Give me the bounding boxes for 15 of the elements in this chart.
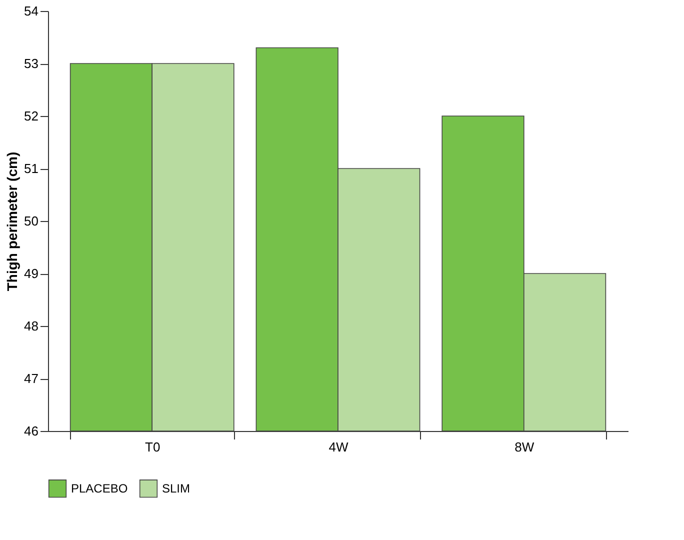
y-axis-title: Thigh perimeter (cm) [4, 152, 20, 292]
x-tick-label: 4W [328, 440, 349, 454]
y-tick-label: 47 [24, 371, 38, 386]
legend-label: SLIM [162, 482, 190, 496]
y-tick-label: 51 [24, 161, 38, 176]
y-tick-label: 54 [24, 4, 38, 18]
y-tick-label: 46 [24, 424, 38, 438]
legend-label: PLACEBO [71, 482, 128, 496]
x-tick-label: T0 [145, 440, 160, 454]
y-tick-label: 52 [24, 108, 38, 124]
y-tick-label: 49 [24, 266, 38, 281]
x-tick-label: 8W [514, 440, 535, 454]
y-tick-label: 48 [24, 318, 38, 334]
y-tick-label: 50 [24, 214, 38, 228]
y-tick-label: 53 [24, 56, 38, 71]
